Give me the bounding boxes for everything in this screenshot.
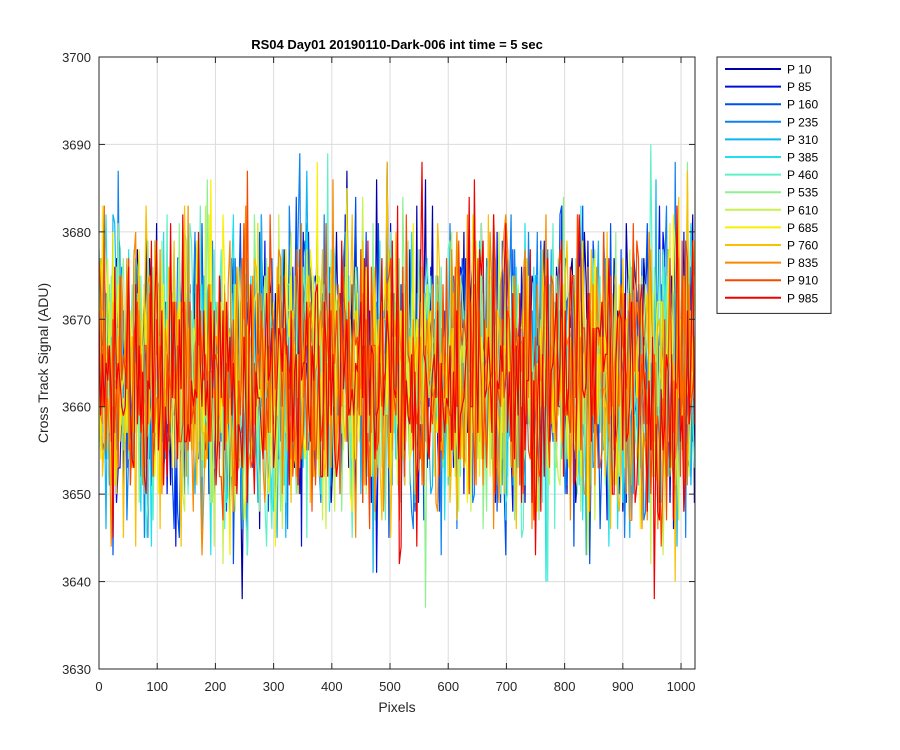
x-tick-label: 0 — [95, 679, 102, 694]
chart-title: RS04 Day01 20190110-Dark-006 int time = … — [251, 37, 543, 52]
x-tick-label: 400 — [321, 679, 343, 694]
legend-label: P 610 — [787, 203, 818, 217]
y-tick-label: 3670 — [62, 312, 91, 327]
y-tick-label: 3680 — [62, 225, 91, 240]
x-tick-label: 700 — [496, 679, 518, 694]
legend-label: P 235 — [787, 115, 818, 129]
axes-box — [98, 56, 696, 670]
legend-label: P 760 — [787, 239, 818, 253]
x-tick-label: 900 — [612, 679, 634, 694]
x-tick-label: 600 — [437, 679, 459, 694]
legend-label: P 910 — [787, 274, 818, 288]
y-tick-label: 3660 — [62, 400, 91, 415]
legend-box — [716, 56, 832, 314]
y-tick-label: 3640 — [62, 575, 91, 590]
y-tick-label: 3630 — [62, 662, 91, 677]
legend-label: P 310 — [787, 133, 818, 147]
x-tick-label: 300 — [263, 679, 285, 694]
x-tick-label: 100 — [146, 679, 168, 694]
legend-label: P 85 — [787, 80, 812, 94]
y-tick-label: 3690 — [62, 137, 91, 152]
legend-label: P 535 — [787, 186, 818, 200]
plot-area — [99, 144, 695, 608]
x-tick-label: 800 — [554, 679, 576, 694]
legend-label: P 835 — [787, 256, 818, 270]
x-tick-label: 1000 — [667, 679, 696, 694]
x-axis-label: Pixels — [378, 699, 415, 715]
y-tick-label: 3650 — [62, 487, 91, 502]
ticks: 0 100 200 300 400 500 600 700 800 900 1000 3630 3640… — [62, 50, 695, 694]
legend-label: P 160 — [787, 98, 818, 112]
legend-label: P 385 — [787, 151, 818, 165]
y-tick-label: 3700 — [62, 50, 91, 65]
y-axis-label: Cross Track Signal (ADU) — [35, 283, 51, 443]
legend-label: P 460 — [787, 168, 818, 182]
legend-label: P 10 — [787, 63, 812, 77]
legend: P 10 P 85 P 160 P 235 P 310 P 385 P 460 P 535 P … — [716, 56, 832, 314]
series-line — [99, 161, 695, 600]
x-tick-label: 200 — [205, 679, 227, 694]
legend-label: P 985 — [787, 291, 818, 305]
x-tick-label: 500 — [379, 679, 401, 694]
legend-label: P 685 — [787, 221, 818, 235]
series-group — [99, 144, 695, 608]
